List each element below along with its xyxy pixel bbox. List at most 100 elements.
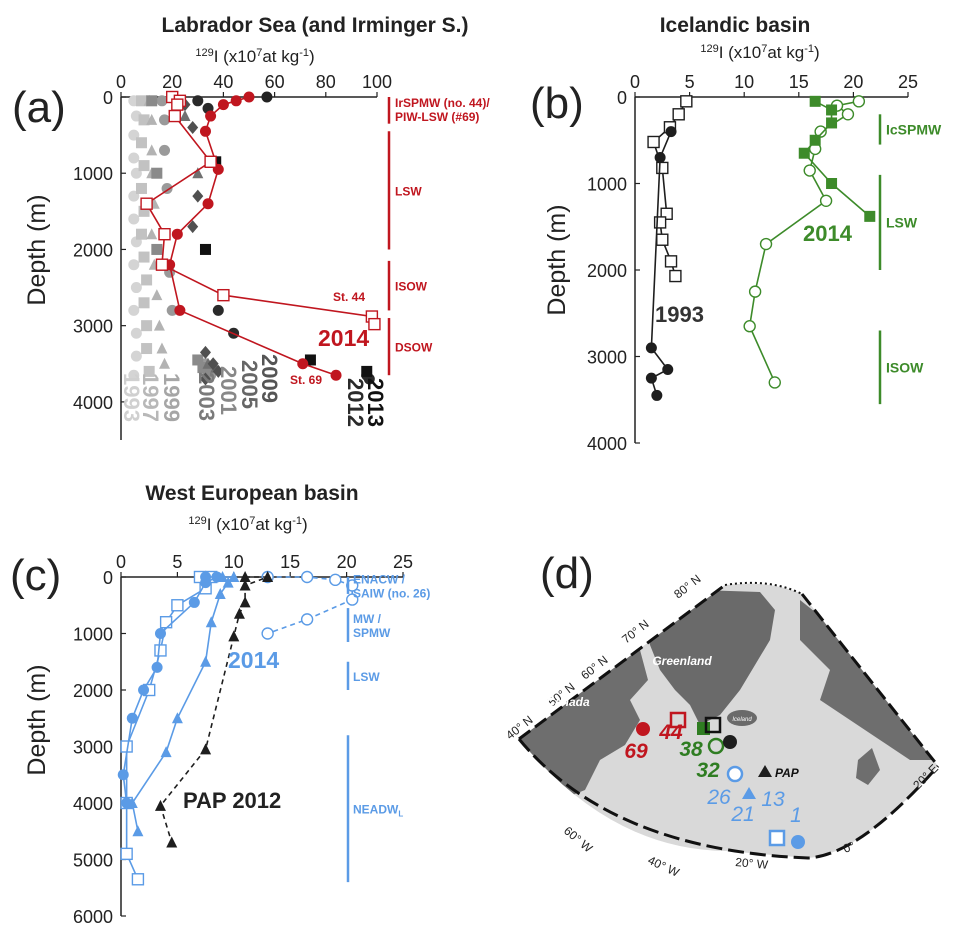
x-tick-label: 5 [685,72,695,92]
water-mass-label-line2: PIW-LSW (#69) [395,110,479,124]
data-point [662,363,674,375]
y-tick-label: 5000 [73,851,113,871]
data-point [159,144,171,156]
water-mass-label: ISOW [886,359,924,375]
data-point [645,372,657,384]
data-point [743,320,756,333]
data-point [158,227,171,241]
data-point [135,95,147,107]
data-point [660,207,673,220]
panel-c-xlabel: 129I (x107at kg-1) [188,515,307,534]
data-point [156,342,168,354]
year-label-2013: 2013 [363,378,388,427]
data-point [146,95,158,107]
data-point [212,364,224,378]
x-tick-label: 20 [337,552,357,572]
water-mass-label: IrSPMW (no. 44)/ [395,96,490,110]
data-point [212,304,224,316]
place-canada: Canada [546,695,590,709]
data-point [199,372,211,386]
station-label-13: 13 [761,788,785,811]
station-marker-32 [707,737,725,755]
data-point [174,304,186,316]
data-point [217,571,229,582]
series-line [168,96,337,376]
data-point [664,255,678,268]
x-tick-label: 20 [162,72,182,92]
panel-c-data [117,570,359,886]
station-label-32: 32 [696,759,720,782]
data-point [171,98,184,111]
data-point [146,144,158,156]
data-point [669,269,682,283]
x-tick-label: 5 [172,552,182,572]
panel-a-xlabel: 129I (x107at kg-1) [195,47,314,66]
data-point [233,607,245,619]
data-point [300,570,314,584]
data-point [154,799,166,811]
panel-b-xlabel: 129I (x107at kg-1) [700,43,819,62]
station-marker-1 [791,835,805,849]
water-mass-label: ENACW / [353,572,406,586]
data-point [826,117,838,129]
year-label-1997: 1997 [138,373,163,422]
station-marker-26 [726,765,744,783]
station-marker-21 [742,787,756,799]
data-point [192,189,204,203]
data-point [809,95,821,107]
year-label-2003: 2003 [194,372,219,421]
station-label-69: 69 [624,740,648,763]
data-point [138,297,150,309]
x-tick-label: 15 [280,552,300,572]
data-point [138,160,150,172]
data-point [864,210,876,222]
data-point [131,873,145,886]
data-point [151,167,163,179]
lon-label-40w: 40° W [646,853,682,880]
panel-b-title: Icelandic basin [660,14,811,37]
water-mass-label: IcSPMW [886,121,942,137]
data-point [228,630,240,642]
year-label-2001: 2001 [216,366,241,415]
panel-a-st44-label: St. 44 [333,290,365,304]
panel-a-st69-label: St. 69 [290,373,322,387]
data-point [205,616,217,628]
data-point [239,596,251,608]
data-point [748,285,762,298]
data-point [187,220,199,234]
data-point [680,95,693,108]
y-tick-label: 4000 [73,794,113,814]
y-tick-label: 4000 [73,393,113,413]
data-point [153,319,165,331]
data-point [159,114,171,126]
panel-a-title: Labrador Sea (and Irminger S.) [162,14,469,37]
data-point [826,104,838,116]
data-point [361,365,373,377]
data-point [228,571,240,582]
map-frame-south [517,738,940,860]
data-point [151,289,163,301]
panel-b-data [645,95,876,401]
water-mass-label: LSW [395,184,422,198]
station-label-pap: PAP [775,766,800,780]
data-point [798,147,810,159]
uk-landmass [856,748,880,785]
panel-b-ylabel: Depth (m) [543,204,571,315]
data-point [126,797,138,808]
map-frame-west [518,583,726,741]
data-point [217,99,229,111]
data-point [647,135,660,149]
data-point [204,155,217,168]
series-line [122,576,218,804]
panel-c: West European basin (c) 129I (x107at kg-… [10,482,430,927]
lon-label-0: 0° [841,839,857,856]
station-label-21: 21 [730,803,754,826]
panel-c-title: West European basin [145,482,358,505]
data-point [672,108,685,121]
station-marker-69 [636,722,650,736]
data-point [130,350,142,362]
panel-a-ylabel: Depth (m) [23,194,51,305]
data-point [346,579,359,592]
data-point [200,655,212,667]
